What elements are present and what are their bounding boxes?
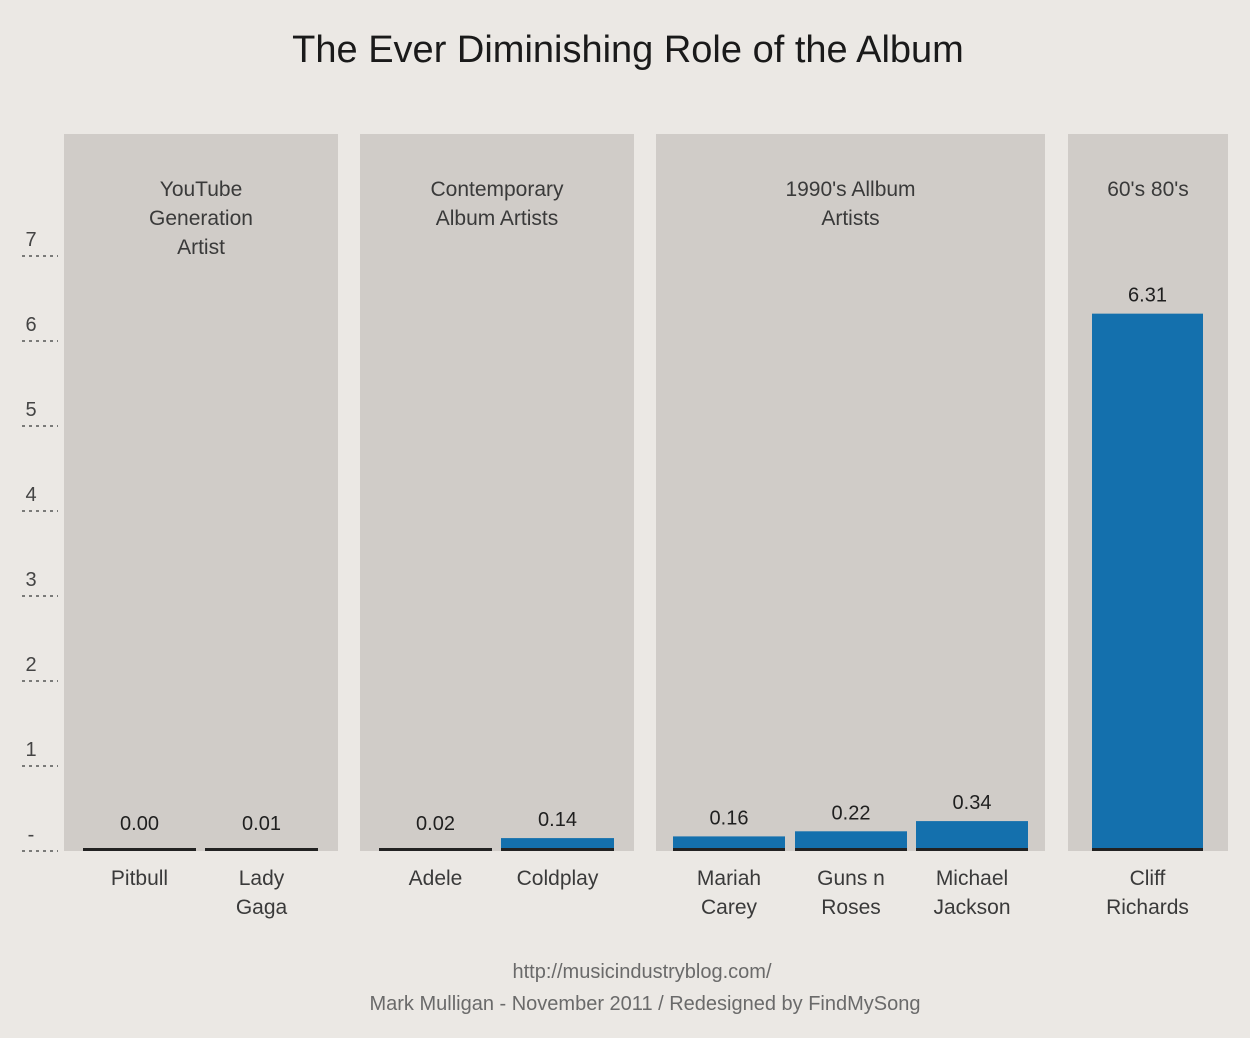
group-label: 60's 80's: [1107, 178, 1189, 201]
group-panel: [360, 134, 634, 851]
y-tick-label: 4: [25, 484, 36, 506]
data-label: 0.34: [953, 792, 992, 814]
group-label: 1990's Allbum: [785, 178, 915, 201]
bar-baseline: [673, 848, 785, 851]
footer-url: http://musicindustryblog.com/: [513, 961, 772, 983]
group-label: Generation: [149, 207, 253, 230]
bar-baseline: [501, 848, 614, 851]
y-tick-label: 3: [25, 569, 36, 591]
bar-baseline: [205, 848, 318, 851]
y-tick-label: 6: [25, 314, 36, 336]
y-tick-label: 5: [25, 399, 36, 421]
data-label: 0.14: [538, 809, 577, 831]
bar-baseline: [1092, 848, 1203, 851]
bar-baseline: [83, 848, 196, 851]
group-panel: [656, 134, 1045, 851]
y-tick-label: 1: [25, 739, 36, 761]
category-label: Jackson: [933, 896, 1010, 919]
data-label: 0.01: [242, 813, 281, 835]
category-label: Lady: [239, 867, 285, 890]
category-label: Guns n: [817, 867, 885, 890]
y-tick-label: 2: [25, 654, 36, 676]
bar: [501, 838, 614, 850]
category-label: Michael: [936, 867, 1008, 890]
group-panel: [64, 134, 338, 851]
category-label: Carey: [701, 896, 758, 919]
category-label: Gaga: [236, 896, 288, 919]
y-tick-label: -: [28, 824, 35, 846]
category-label: Cliff: [1130, 867, 1166, 890]
category-label: Adele: [409, 867, 463, 890]
bar: [673, 836, 785, 850]
bar: [916, 821, 1028, 850]
bar-baseline: [379, 848, 492, 851]
category-label: Mariah: [697, 867, 761, 890]
data-label: 6.31: [1128, 285, 1167, 307]
chart-title: The Ever Diminishing Role of the Album: [292, 29, 964, 71]
data-label: 0.02: [416, 813, 455, 835]
group-label: YouTube: [160, 178, 243, 201]
data-label: 0.16: [710, 807, 749, 829]
data-label: 0.00: [120, 813, 159, 835]
category-label: Roses: [821, 896, 881, 919]
data-label: 0.22: [832, 802, 871, 824]
category-label: Richards: [1106, 896, 1189, 919]
bar-baseline: [795, 848, 907, 851]
category-label: Pitbull: [111, 867, 168, 890]
bar: [1092, 313, 1203, 850]
y-tick-label: 7: [25, 229, 36, 251]
bar: [795, 831, 907, 850]
group-label: Artists: [821, 207, 879, 230]
group-label: Album Artists: [436, 207, 559, 230]
group-label: Contemporary: [430, 178, 564, 201]
bar-baseline: [916, 848, 1028, 851]
group-label: Artist: [177, 236, 225, 259]
category-label: Coldplay: [517, 867, 599, 890]
footer-credit: Mark Mulligan - November 2011 / Redesign…: [369, 993, 920, 1015]
